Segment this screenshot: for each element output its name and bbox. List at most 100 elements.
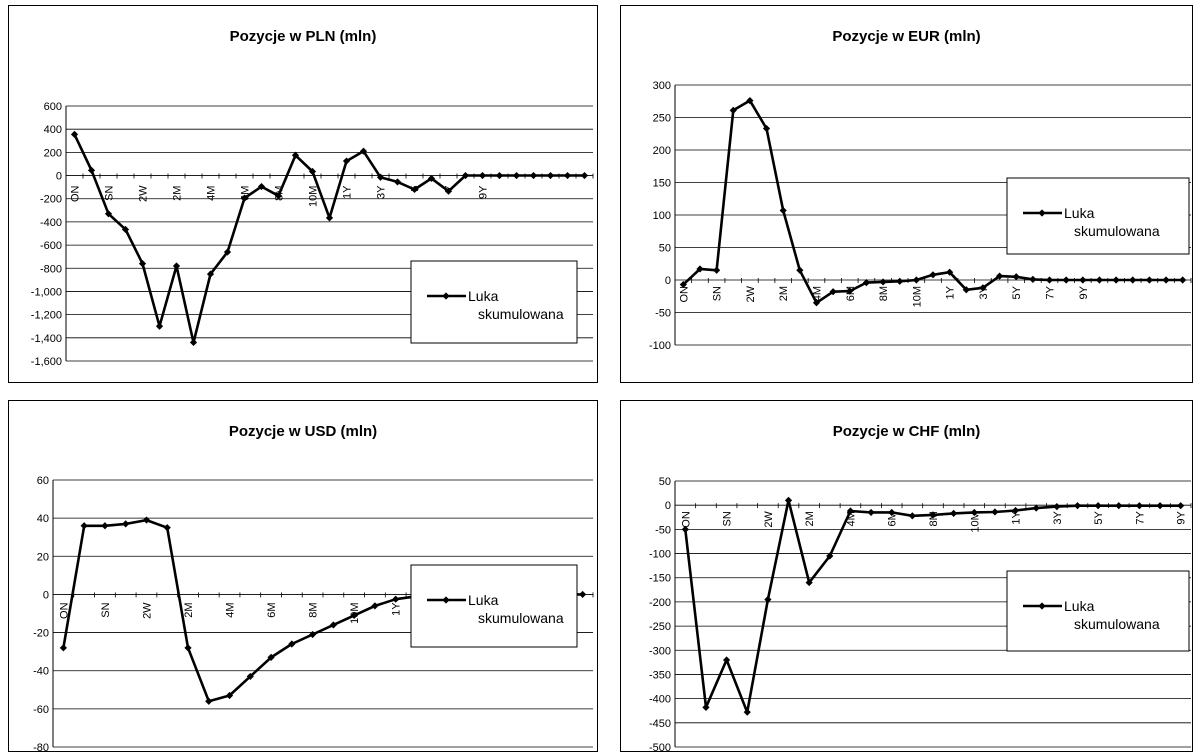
data-point xyxy=(189,338,198,347)
data-point xyxy=(729,106,737,114)
x-tick-label: SN xyxy=(722,511,734,526)
data-point xyxy=(225,691,234,700)
x-tick-label: ON xyxy=(680,511,692,528)
data-point xyxy=(888,508,896,517)
x-tick-label: ON xyxy=(70,185,82,202)
x-tick-label: 2W xyxy=(138,185,150,202)
y-tick-label: -500 xyxy=(649,742,671,752)
x-tick-label: ON xyxy=(58,602,70,619)
x-tick-label: 4M xyxy=(206,186,218,201)
y-tick-label: -200 xyxy=(649,597,671,609)
chart-eur-svg: Pozycje w EUR (mln) 300 250 200 150 100 50 0 -50… xyxy=(620,5,1193,383)
y-tick-label: 40 xyxy=(37,513,49,525)
data-point xyxy=(478,171,487,180)
y-tick-label: -20 xyxy=(33,628,49,640)
data-point xyxy=(879,278,887,286)
data-point xyxy=(495,171,504,180)
y-tick-label: 300 xyxy=(653,80,671,92)
x-tick-label: 1Y xyxy=(342,185,354,199)
y-tick-label: 50 xyxy=(659,476,671,488)
data-point xyxy=(979,284,987,292)
data-point xyxy=(223,248,232,256)
data-point xyxy=(1145,276,1153,284)
legend-label-line2: skumulowana xyxy=(1074,223,1160,239)
legend-label-line1: Luka xyxy=(1064,598,1095,614)
data-point xyxy=(764,595,772,604)
legend-box[interactable] xyxy=(410,260,578,344)
chart-usd-svg: Pozycje w USD (mln) 60 40 20 0 -20 -40 -60 -80 ON… xyxy=(8,400,598,752)
y-tick-label: -350 xyxy=(649,669,671,681)
x-tick-label: 2M xyxy=(183,602,195,617)
data-point xyxy=(138,260,147,268)
x-tick-label: SN xyxy=(712,286,724,301)
data-point xyxy=(80,522,88,530)
data-point xyxy=(206,270,215,278)
chart-usd: Pozycje w USD (mln) 60 40 20 0 -20 -40 -60 -80 ON… xyxy=(8,400,598,752)
data-point xyxy=(950,509,958,518)
x-tick-label: 8M xyxy=(878,286,890,301)
data-point xyxy=(762,124,771,133)
data-point xyxy=(970,508,978,517)
data-point xyxy=(121,225,130,234)
data-point xyxy=(342,157,351,165)
data-point xyxy=(1053,503,1061,511)
data-point xyxy=(142,516,151,524)
x-tick-label: 2M xyxy=(804,511,816,526)
y-tick-label: 60 xyxy=(37,475,49,487)
y-tick-label: 0 xyxy=(56,171,62,183)
x-tick-label: 3Y xyxy=(1052,511,1064,525)
x-tick-label: 6M xyxy=(887,511,899,526)
data-point xyxy=(580,171,589,180)
data-point xyxy=(155,322,164,330)
x-tick-label: 2W xyxy=(745,285,757,302)
x-tick-label: 5Y xyxy=(1093,511,1105,525)
x-tick-label: 2W xyxy=(763,511,775,528)
x-tick-label: 10M xyxy=(969,511,981,532)
legend-label-line1: Luka xyxy=(468,592,499,608)
x-tick-label: 9Y xyxy=(1176,511,1188,525)
legend-box[interactable] xyxy=(1006,570,1190,652)
y-tick-label: -250 xyxy=(649,621,671,633)
legend-label-line1: Luka xyxy=(1064,205,1095,221)
x-tick-label: 10M xyxy=(911,286,923,307)
legend-box[interactable] xyxy=(1006,177,1190,255)
data-point xyxy=(1079,276,1087,284)
chart-eur: Pozycje w EUR (mln) 300 250 200 150 100 50 0 -50… xyxy=(620,5,1193,383)
y-tick-label: -1,400 xyxy=(31,333,62,345)
data-point xyxy=(512,171,521,180)
legend-label-line2: skumulowana xyxy=(478,306,564,322)
x-tick-label: 1Y xyxy=(945,285,957,299)
data-point xyxy=(461,171,470,180)
y-tick-label: -1,600 xyxy=(31,356,62,368)
x-tick-label: 1Y xyxy=(391,602,403,616)
data-point xyxy=(713,266,721,274)
chart-pln: Pozycje w PLN (mln) 600 400 200 0 -200 -400 -60… xyxy=(8,5,598,383)
data-point xyxy=(246,672,254,681)
y-tick-label: 250 xyxy=(653,113,671,125)
chart-title: Pozycje w PLN (mln) xyxy=(230,28,377,45)
data-point xyxy=(1177,502,1185,510)
y-tick-label: 0 xyxy=(665,275,671,287)
legend-box[interactable] xyxy=(410,564,578,648)
data-point xyxy=(743,708,751,716)
data-point xyxy=(784,496,793,504)
y-tick-label: -300 xyxy=(649,645,671,657)
data-point xyxy=(723,656,731,664)
data-point xyxy=(359,147,368,155)
x-tick-label: 6M xyxy=(266,602,278,617)
y-tick-label: -400 xyxy=(40,217,62,229)
data-point xyxy=(1112,276,1120,284)
data-point xyxy=(546,171,555,180)
data-point xyxy=(1179,276,1187,284)
data-point xyxy=(702,703,710,711)
data-point xyxy=(1012,273,1020,281)
y-tick-label: -40 xyxy=(33,666,49,678)
y-tick-label: -50 xyxy=(655,524,671,536)
x-tick-label: 2M xyxy=(172,186,184,201)
data-point xyxy=(1135,502,1143,510)
data-point xyxy=(1029,275,1037,283)
data-point xyxy=(240,194,249,202)
data-point xyxy=(1011,506,1020,515)
data-point xyxy=(862,279,871,287)
data-point xyxy=(427,174,436,183)
